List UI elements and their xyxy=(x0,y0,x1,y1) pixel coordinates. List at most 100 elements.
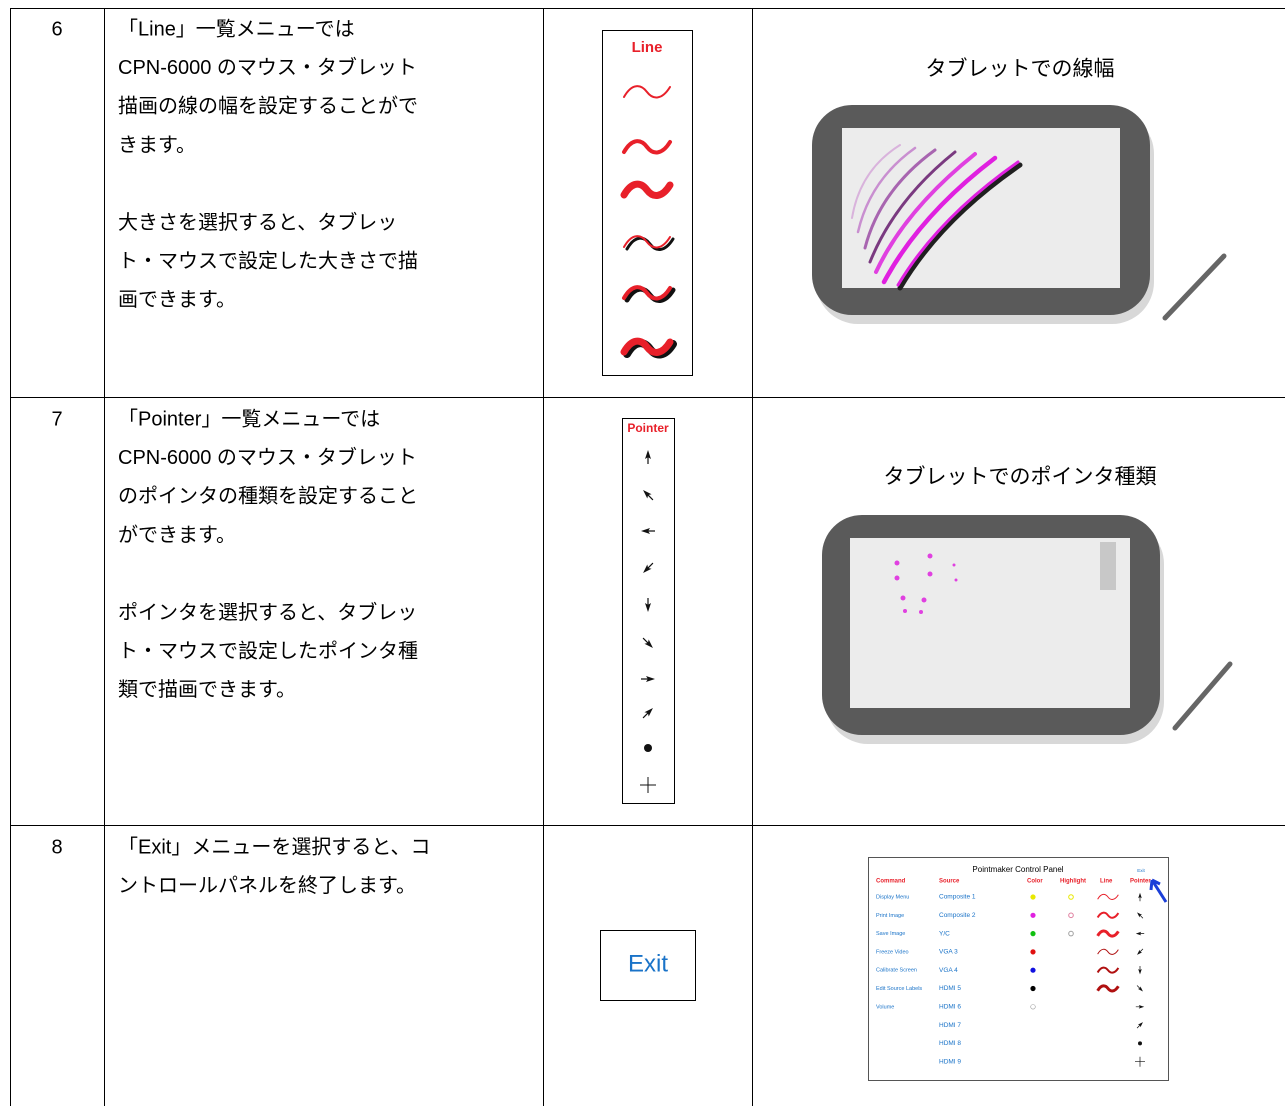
exit-arrow xyxy=(1149,878,1168,903)
screenshot-command: Edit Source Labels xyxy=(876,986,922,992)
screenshot-column-header: Pointer xyxy=(1130,879,1151,885)
pointer-option xyxy=(1135,931,1145,936)
screenshot-source: HDMI 7 xyxy=(939,1022,961,1029)
pointer-option xyxy=(643,562,654,573)
menu-title: Line xyxy=(632,39,663,56)
description-line: 類で描画できます。 xyxy=(118,678,296,701)
description-line: ができます。 xyxy=(118,523,236,546)
screenshot-pointer-option xyxy=(1135,1056,1145,1067)
description-line: CPN-6000 のマウス・タブレット xyxy=(118,55,417,79)
pointer-option xyxy=(643,490,654,501)
screenshot-line-option xyxy=(1096,911,1120,919)
tablet-line-illustration xyxy=(812,105,1227,324)
pointer-option xyxy=(645,598,651,612)
pointer-option xyxy=(641,528,655,534)
screenshot-column-header: Color xyxy=(1027,879,1043,885)
screenshot-command: Volume xyxy=(876,1004,894,1010)
screenshot-command: Save Image xyxy=(876,931,905,937)
screenshot-command: Freeze Video xyxy=(876,949,909,955)
screenshot-source: Y/C xyxy=(939,930,950,937)
screenshot-command: Display Menu xyxy=(876,894,909,900)
screenshot-line-option xyxy=(1096,984,1120,993)
description-line: 画できます。 xyxy=(118,289,236,311)
line-width-option xyxy=(623,85,671,99)
drawn-pointers xyxy=(894,553,958,614)
description-line: 「Exit」メニューを選択すると、コ xyxy=(118,835,431,858)
line-width-option xyxy=(620,337,674,356)
screenshot-line-option xyxy=(1096,929,1120,938)
screenshot-highlight-dot xyxy=(1068,912,1074,919)
pointer-option xyxy=(641,676,655,682)
menu-title: Exit xyxy=(628,950,668,977)
stylus xyxy=(1172,661,1233,731)
description-line: 「Pointer」一覧メニューでは xyxy=(118,407,380,430)
table-borders xyxy=(10,8,1285,1106)
tablet-pointer-illustration xyxy=(822,515,1233,744)
description-line: ト・マウスで設定した大きさで描 xyxy=(118,249,418,272)
pointer-menu-box xyxy=(622,418,675,804)
tablet-screen xyxy=(850,538,1130,708)
screenshot-highlight-dot xyxy=(1068,930,1074,937)
screenshot-source: VGA 3 xyxy=(939,949,958,956)
toolbar xyxy=(1100,542,1116,590)
description-line: CPN-6000 のマウス・タブレット xyxy=(118,445,417,469)
description-line: ポインタを選択すると、タブレッ xyxy=(118,600,417,624)
line-width-option xyxy=(622,139,672,155)
image-caption: タブレットでの線幅 xyxy=(926,58,1115,81)
screenshot-source: VGA 4 xyxy=(939,967,958,974)
screenshot-color-dot xyxy=(1030,912,1036,918)
row-number: 6 xyxy=(51,18,62,40)
pointer-option xyxy=(1136,1022,1143,1029)
screenshot-source: HDMI 5 xyxy=(939,985,961,992)
description-line: 描画の線の幅を設定することがで xyxy=(118,95,418,118)
line-width-option xyxy=(623,235,671,249)
screenshot-line-option xyxy=(1097,948,1119,955)
pointer-option xyxy=(1137,948,1144,955)
screenshot-line-option xyxy=(1097,893,1119,900)
screenshot-line-option xyxy=(1096,966,1120,974)
menu-title: Pointer xyxy=(627,421,669,435)
screenshot-color-dot xyxy=(1030,967,1036,973)
description-line: のポインタの種類を設定すること xyxy=(118,485,418,508)
description-line: 大きさを選択すると、タブレッ xyxy=(118,210,397,234)
screenshot-source: Composite 2 xyxy=(939,912,976,919)
drawn-lines xyxy=(851,144,1023,291)
description-line: ト・マウスで設定したポインタ種 xyxy=(118,639,418,662)
pointer-option xyxy=(645,450,651,464)
line-menu-box xyxy=(602,30,693,376)
description-line: ントロールパネルを終了します。 xyxy=(118,874,416,897)
screenshot-column-header: Highlight xyxy=(1060,879,1086,885)
screenshot-color-dot xyxy=(1030,985,1036,992)
screenshot-highlight-dot xyxy=(1068,894,1074,900)
tablet-screen xyxy=(842,128,1120,288)
screenshot-column-header: Source xyxy=(939,879,960,885)
pointer-option xyxy=(1138,892,1142,902)
pointer-option xyxy=(1137,912,1144,919)
line-width-option xyxy=(620,180,674,199)
pointer-option xyxy=(644,744,652,752)
screenshot-title: Pointmaker Control Panel xyxy=(972,865,1063,874)
pointer-option xyxy=(1136,985,1143,992)
row-number: 7 xyxy=(51,408,62,430)
pointer-option xyxy=(642,708,653,719)
screenshot-color-dot xyxy=(1030,949,1036,955)
description-line: きます。 xyxy=(118,134,196,156)
description-line: 「Line」一覧メニューでは xyxy=(118,17,355,40)
screenshot-column-header: Line xyxy=(1100,879,1113,885)
pointer-option xyxy=(1138,966,1142,975)
image-caption: タブレットでのポインタ種類 xyxy=(884,466,1157,489)
screenshot-source: Composite 1 xyxy=(939,894,976,901)
screenshot-color-dot xyxy=(1030,930,1036,937)
row-number: 8 xyxy=(51,836,62,858)
screenshot-command: Calibrate Screen xyxy=(876,968,917,974)
screenshot-color-dot xyxy=(1030,894,1036,900)
screenshot-command: Print Image xyxy=(876,913,904,919)
screenshot-pointer-option xyxy=(1138,1041,1142,1046)
screenshot-source: HDMI 9 xyxy=(939,1058,961,1065)
pointer-option xyxy=(642,637,653,648)
screenshot-column-header: Command xyxy=(876,879,906,885)
pointer-option xyxy=(1135,1004,1145,1009)
screenshot-source: HDMI 8 xyxy=(939,1040,961,1047)
